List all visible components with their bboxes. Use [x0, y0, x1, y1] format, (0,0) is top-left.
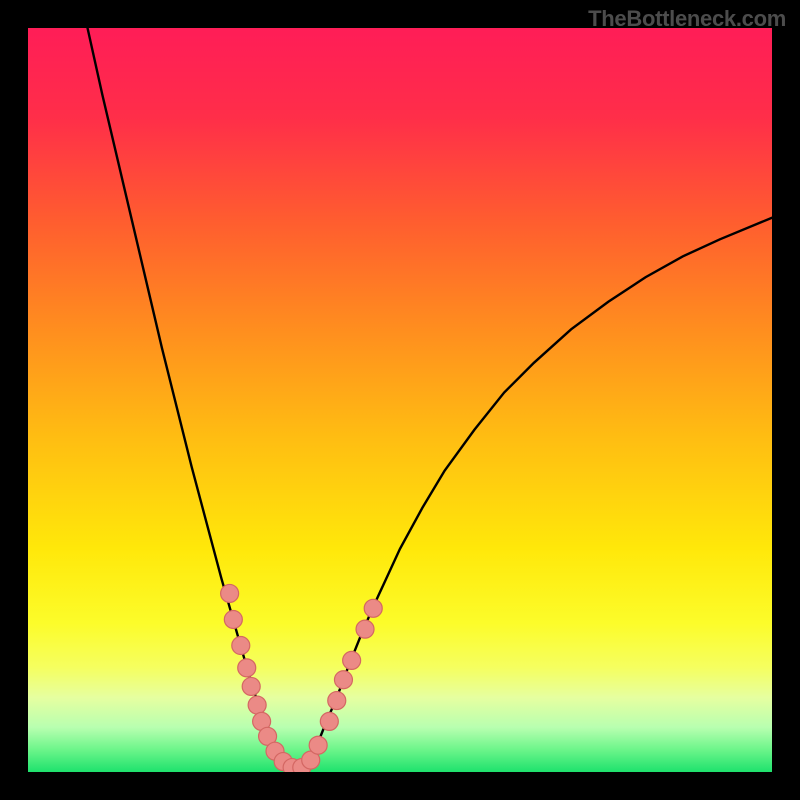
frame-right — [772, 0, 800, 800]
data-point — [221, 584, 239, 602]
data-point — [224, 610, 242, 628]
data-point — [320, 712, 338, 730]
data-point — [334, 671, 352, 689]
data-point — [248, 696, 266, 714]
data-point — [242, 677, 260, 695]
data-point — [309, 736, 327, 754]
frame-bottom — [0, 772, 800, 800]
plot-area — [28, 28, 772, 772]
watermark-text: TheBottleneck.com — [588, 6, 786, 32]
data-point — [232, 637, 250, 655]
data-point — [356, 620, 374, 638]
frame-left — [0, 0, 28, 800]
bottleneck-chart — [0, 0, 800, 800]
data-point — [364, 599, 382, 617]
data-point — [343, 651, 361, 669]
data-point — [328, 692, 346, 710]
data-point — [238, 659, 256, 677]
